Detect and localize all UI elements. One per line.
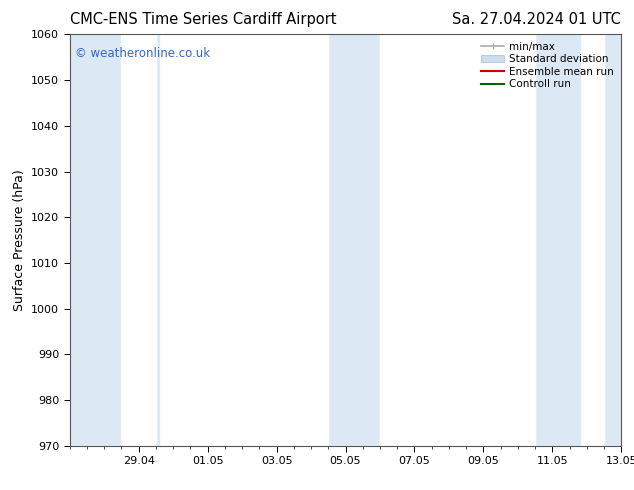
- Bar: [190, 34, 328, 446]
- Text: CMC-ENS Time Series Cardiff Airport: CMC-ENS Time Series Cardiff Airport: [70, 12, 336, 27]
- Y-axis label: Surface Pressure (hPa): Surface Pressure (hPa): [13, 169, 25, 311]
- Bar: [70, 34, 122, 446]
- Bar: [328, 34, 380, 446]
- Text: © weatheronline.co.uk: © weatheronline.co.uk: [75, 47, 210, 60]
- Bar: [122, 34, 156, 446]
- Bar: [535, 34, 580, 446]
- Bar: [587, 34, 604, 446]
- Bar: [139, 34, 159, 446]
- Legend: min/max, Standard deviation, Ensemble mean run, Controll run: min/max, Standard deviation, Ensemble me…: [477, 37, 618, 94]
- Bar: [380, 34, 535, 446]
- Bar: [600, 34, 621, 446]
- Text: Sa. 27.04.2024 01 UTC: Sa. 27.04.2024 01 UTC: [453, 12, 621, 27]
